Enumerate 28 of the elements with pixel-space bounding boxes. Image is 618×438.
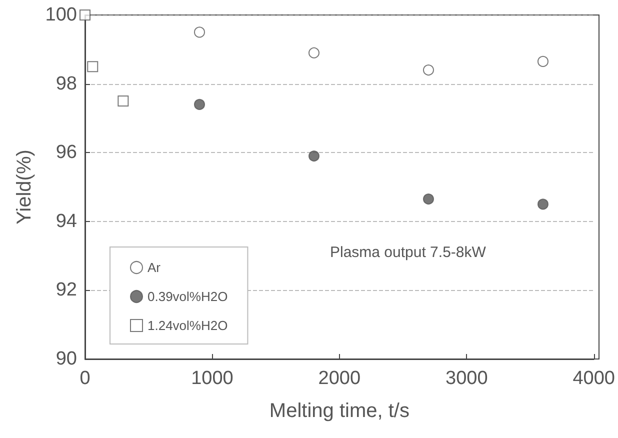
- y-tick-label: 94: [56, 210, 78, 232]
- point: [422, 194, 434, 205]
- legend-label: 1.24vol%H2O: [148, 318, 228, 333]
- legend-label: Ar: [148, 260, 162, 275]
- annotation: Plasma output 7.5-8kW: [330, 244, 487, 261]
- legend-label: 0.39vol%H2O: [148, 289, 228, 304]
- point: [194, 26, 205, 38]
- y-tick-label: 100: [45, 4, 77, 26]
- point: [194, 98, 205, 110]
- x-tick-label: 2000: [318, 368, 361, 389]
- point: [308, 150, 320, 162]
- y-tick-label: 90: [56, 348, 77, 370]
- y-tick-label: 98: [56, 73, 77, 94]
- x-tick-label: 3000: [446, 368, 488, 389]
- point: [308, 47, 320, 58]
- point: [537, 198, 548, 210]
- y-tick-label: 96: [56, 142, 77, 164]
- point: [422, 64, 434, 76]
- point: [80, 10, 90, 20]
- y-axis-title: Yield(%): [13, 150, 36, 224]
- point: [118, 96, 129, 106]
- x-axis-title: Melting time, t/s: [269, 400, 410, 422]
- x-tick-label: 1000: [191, 368, 234, 389]
- x-tick-label: 0: [80, 368, 90, 389]
- y-tick-label: 92: [56, 280, 77, 301]
- x-tick-label: 4000: [572, 368, 616, 389]
- point: [537, 56, 548, 67]
- point: [87, 61, 98, 72]
